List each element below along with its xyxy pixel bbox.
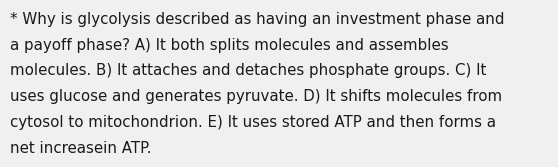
Text: a payoff phase? A) It both splits molecules and assembles: a payoff phase? A) It both splits molecu… [10, 38, 449, 53]
Text: cytosol to mitochondrion. E) It uses stored ATP and then forms a: cytosol to mitochondrion. E) It uses sto… [10, 115, 496, 130]
Text: uses glucose and generates pyruvate. D) It shifts molecules from: uses glucose and generates pyruvate. D) … [10, 89, 502, 104]
Text: net increasein ATP.: net increasein ATP. [10, 141, 152, 156]
Text: * Why is glycolysis described as having an investment phase and: * Why is glycolysis described as having … [10, 12, 504, 27]
Text: molecules. B) It attaches and detaches phosphate groups. C) It: molecules. B) It attaches and detaches p… [10, 63, 487, 78]
